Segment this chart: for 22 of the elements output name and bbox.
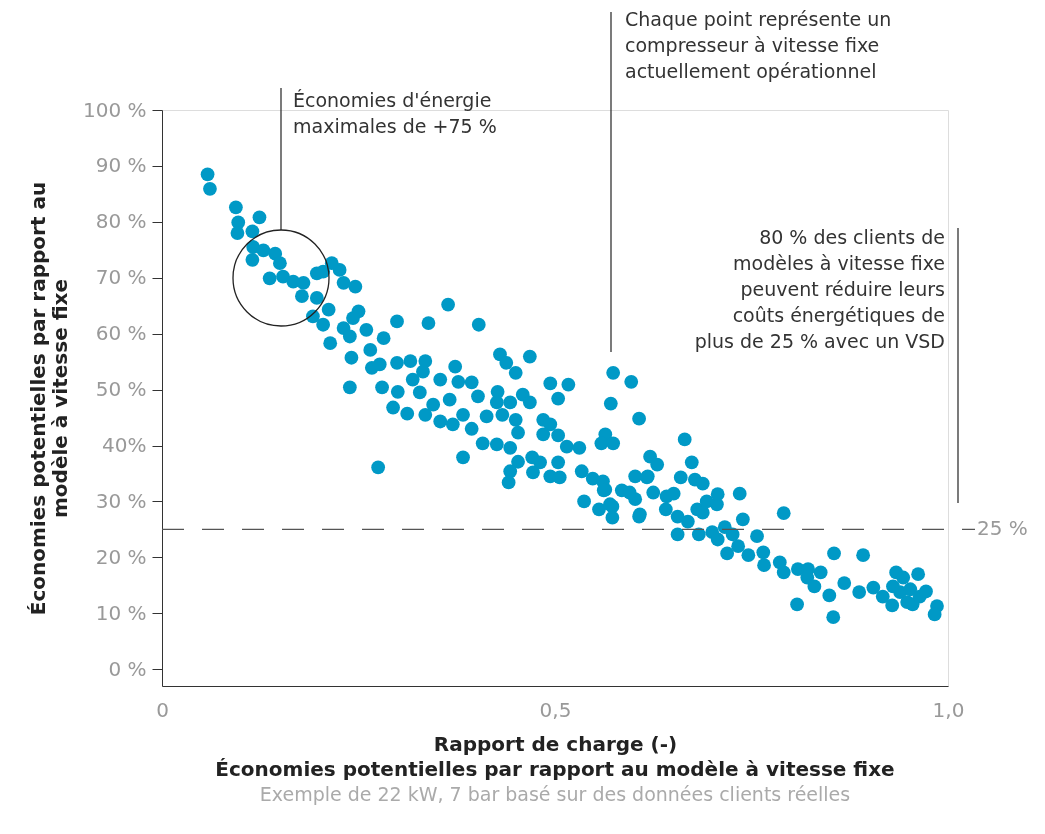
x-axis-title: Rapport de charge (-) <box>433 731 678 756</box>
y-tick-label: 50 % <box>95 377 147 402</box>
text: Exemple de 22 kW, 7 bar basé sur des données clients réelles <box>259 783 851 805</box>
y-tick-label: 80 % <box>95 209 147 234</box>
y-axis-title: Économies potentielles par rapport au modèle à vitesse fixe <box>25 181 72 616</box>
y-tick-label: 40% <box>102 433 147 458</box>
y-tick-label: 60 % <box>95 321 147 346</box>
text: Chaque point représente un compresseur à vitesse fixe actuellement opérationnel <box>625 8 892 82</box>
y-tick-label: 30 % <box>95 488 147 513</box>
y-tick-label: 0 % <box>108 656 147 681</box>
y-tick-label: 100 % <box>82 97 147 122</box>
x-tick-label: 0 <box>156 697 169 722</box>
y-tick-label: 10 % <box>95 600 147 625</box>
x-tick-label: 0,5 <box>539 697 572 722</box>
y-tick-label: 70 % <box>95 265 147 290</box>
y-tick-label: 20 % <box>95 544 147 569</box>
y-tick-label: 90 % <box>95 153 147 178</box>
annotation: 80 % des clients de modèles à vitesse fixe peuvent réduire leurs coûts énergétiques de plus de 25 % avec un VSD <box>694 226 945 352</box>
ref-line-label: 25 % <box>977 516 1028 541</box>
annotation: Économies d'énergie maximales de +75 % <box>293 89 497 137</box>
text: Économies potentielles par rapport au modèle à vitesse fixe <box>215 757 895 781</box>
x-tick-label: 1,0 <box>932 697 965 722</box>
